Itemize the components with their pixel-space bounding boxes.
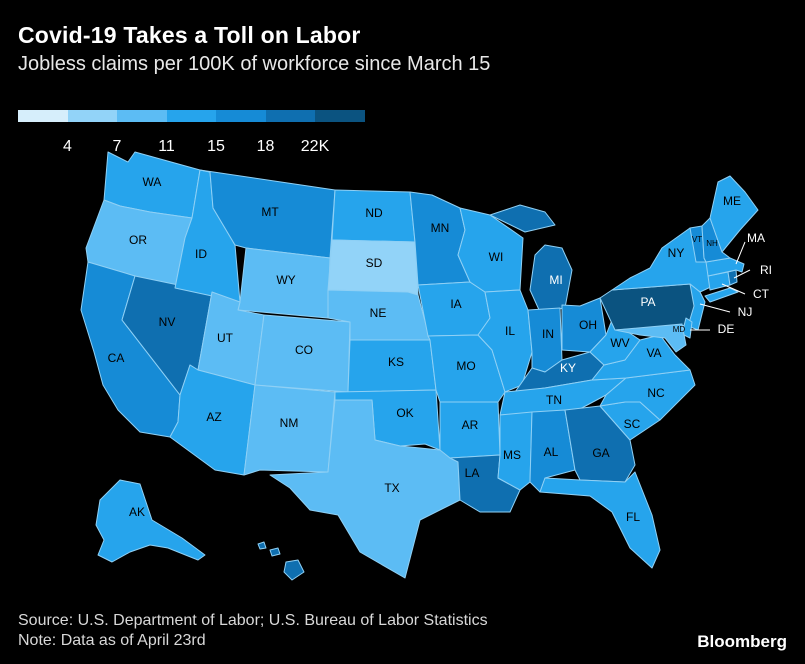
state-label: NC: [647, 386, 665, 400]
state-label: CO: [295, 343, 313, 357]
bloomberg-logo: Bloomberg: [697, 632, 787, 651]
state-label: CT: [753, 287, 770, 301]
state-label: OK: [396, 406, 413, 420]
legend-label: 18: [256, 138, 275, 155]
legend-swatch: [265, 110, 315, 122]
state-NM[interactable]: [243, 384, 336, 476]
state-label: AK: [129, 505, 145, 519]
state-label: MS: [503, 448, 521, 462]
legend-swatch: [117, 110, 167, 122]
state-HI[interactable]: [257, 541, 305, 581]
state-label: IL: [505, 324, 515, 338]
legend-label: 15: [207, 138, 225, 155]
legend-swatch: [18, 110, 68, 122]
legend-swatch: [166, 110, 216, 122]
state-label: ME: [723, 194, 741, 208]
state-label: SC: [624, 417, 641, 431]
state-label: NM: [280, 416, 299, 430]
state-label: MT: [261, 205, 279, 219]
legend-color-bar: [18, 110, 365, 122]
state-label: MI: [549, 273, 562, 287]
callouts: [690, 241, 751, 331]
state-label: WV: [610, 336, 629, 350]
legend-label: 11: [158, 138, 175, 155]
state-AK[interactable]: [95, 479, 206, 563]
state-labels: WA OR CA NV ID MT WY UT CO AZ NM ND SD N…: [108, 175, 741, 524]
state-label: ND: [365, 206, 383, 220]
state-label: AR: [462, 418, 479, 432]
state-label: KS: [388, 355, 404, 369]
state-label: MD: [673, 325, 686, 334]
state-label: ID: [195, 247, 207, 261]
state-label: MN: [431, 221, 450, 235]
state-ME[interactable]: [709, 175, 759, 253]
state-label: NY: [668, 246, 685, 260]
state-label: IN: [542, 327, 554, 341]
state-label: LA: [465, 466, 480, 480]
state-label: VT: [692, 235, 702, 244]
state-MI[interactable]: [489, 204, 573, 313]
legend-swatch: [315, 110, 365, 122]
state-WY[interactable]: [237, 247, 331, 319]
state-label: OR: [129, 233, 147, 247]
state-FL[interactable]: [539, 471, 661, 569]
legend-swatch: [216, 110, 266, 122]
legend-label: 7: [112, 138, 122, 155]
state-label: IA: [450, 297, 461, 311]
legend-labels: 4 7 11 15 18 22K: [18, 122, 365, 155]
chart-title: Covid-19 Takes a Toll on Labor: [18, 22, 361, 48]
state-label: MO: [456, 359, 475, 373]
legend-swatch: [67, 110, 117, 122]
state-label: DE: [718, 322, 735, 336]
state-label: WI: [489, 250, 504, 264]
state-label: NH: [706, 239, 718, 248]
state-label: NV: [159, 315, 176, 329]
legend: 4 7 11 15 18 22K: [18, 110, 365, 155]
state-label: PA: [640, 295, 655, 309]
state-label: SD: [366, 256, 383, 270]
state-MD[interactable]: [614, 323, 687, 353]
state-label: NE: [370, 306, 387, 320]
state-WV[interactable]: [589, 319, 641, 366]
callout-labels: MA RI CT NJ DE: [718, 231, 772, 336]
state-label: FL: [626, 510, 640, 524]
state-label: WY: [276, 273, 295, 287]
state-label: AL: [544, 445, 559, 459]
state-label: WA: [143, 175, 162, 189]
data-note: Note: Data as of April 23rd: [18, 632, 206, 649]
state-label: CA: [108, 351, 125, 365]
chart-subtitle: Jobless claims per 100K of workforce sin…: [18, 53, 491, 75]
state-TX[interactable]: [269, 399, 461, 579]
state-label: OH: [579, 318, 597, 332]
state-label: UT: [217, 331, 234, 345]
state-label: MA: [747, 231, 765, 245]
state-label: RI: [760, 263, 772, 277]
state-label: GA: [592, 446, 609, 460]
state-label: KY: [560, 361, 576, 375]
source-note: Source: U.S. Department of Labor; U.S. B…: [18, 612, 488, 629]
state-MN[interactable]: [409, 191, 471, 286]
legend-label: 4: [63, 138, 72, 155]
state-label: AZ: [206, 410, 221, 424]
state-label: TN: [546, 393, 562, 407]
state-label: TX: [384, 481, 399, 495]
state-IL[interactable]: [477, 289, 533, 393]
legend-label: 22K: [300, 138, 330, 155]
state-label: VA: [646, 346, 661, 360]
state-label: NJ: [738, 305, 753, 319]
